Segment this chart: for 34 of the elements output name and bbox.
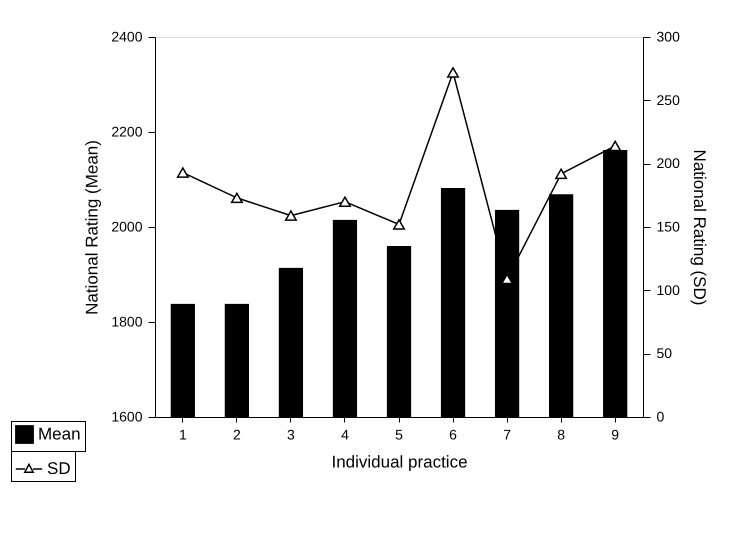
x-tick-label: 2 <box>232 426 241 442</box>
y2-tick-label: 150 <box>656 218 680 234</box>
point <box>609 140 622 152</box>
x-tick-label: 4 <box>341 426 350 442</box>
x-tick-label: 7 <box>503 426 512 442</box>
point <box>284 210 297 221</box>
y-tick-label: 2400 <box>111 28 143 44</box>
point <box>176 167 189 178</box>
legend-label: Mean <box>38 424 81 444</box>
y-tick-label: 1600 <box>111 408 143 424</box>
y2-tick-label: 0 <box>656 408 664 424</box>
x-tick-label: 9 <box>611 426 620 442</box>
y2-tick-label: 250 <box>656 92 680 108</box>
y-tick-label: 2000 <box>111 218 143 234</box>
legend-label: SD <box>47 459 71 478</box>
point <box>230 192 243 204</box>
x-tick-label: 3 <box>287 426 296 442</box>
x-tick-label: 1 <box>178 426 187 442</box>
y2-tick-label: 100 <box>656 282 680 298</box>
point <box>393 219 405 230</box>
y-tick-label: 2200 <box>111 124 143 140</box>
x-tick-label: 6 <box>449 426 458 442</box>
point <box>447 67 460 78</box>
y2-axis-title: National Rating (SD) <box>690 150 709 306</box>
point <box>338 196 351 207</box>
y2-tick-label: 200 <box>656 155 680 172</box>
y2-tick-label: 50 <box>656 345 672 362</box>
x-tick-label: 5 <box>395 426 404 442</box>
x-axis-title: Individual practice <box>331 452 468 472</box>
y2-tick-label: 300 <box>656 28 680 44</box>
point <box>555 168 568 180</box>
x-tick-label: 8 <box>557 426 566 442</box>
y-tick-label: 1800 <box>111 314 143 330</box>
y-axis-title: National Rating (Mean) <box>82 140 102 315</box>
